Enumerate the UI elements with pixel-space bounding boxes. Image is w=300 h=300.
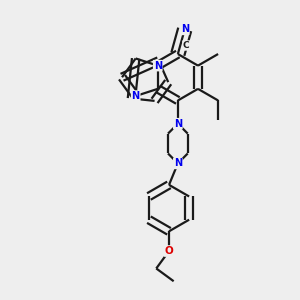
Text: N: N: [132, 91, 140, 101]
Text: N: N: [174, 158, 182, 168]
Text: N: N: [181, 24, 189, 34]
Text: N: N: [174, 119, 182, 129]
Text: O: O: [165, 246, 173, 256]
Text: C: C: [183, 41, 190, 50]
Text: N: N: [154, 61, 162, 70]
